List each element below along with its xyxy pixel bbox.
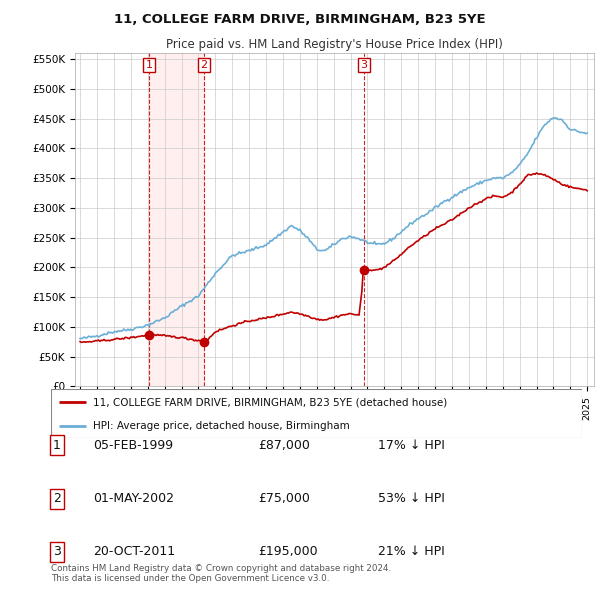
Text: £75,000: £75,000 — [258, 492, 310, 505]
Text: 20-OCT-2011: 20-OCT-2011 — [93, 545, 175, 558]
Text: £195,000: £195,000 — [258, 545, 317, 558]
Text: 17% ↓ HPI: 17% ↓ HPI — [378, 439, 445, 452]
Text: 11, COLLEGE FARM DRIVE, BIRMINGHAM, B23 5YE: 11, COLLEGE FARM DRIVE, BIRMINGHAM, B23 … — [114, 13, 486, 26]
Text: 2: 2 — [53, 492, 61, 505]
Text: 1: 1 — [53, 439, 61, 452]
Text: 3: 3 — [361, 60, 367, 70]
Text: HPI: Average price, detached house, Birmingham: HPI: Average price, detached house, Birm… — [94, 421, 350, 431]
Text: 2: 2 — [200, 60, 208, 70]
Text: £87,000: £87,000 — [258, 439, 310, 452]
Text: 05-FEB-1999: 05-FEB-1999 — [93, 439, 173, 452]
Text: 3: 3 — [53, 545, 61, 558]
FancyBboxPatch shape — [51, 389, 582, 438]
Text: 21% ↓ HPI: 21% ↓ HPI — [378, 545, 445, 558]
Text: 01-MAY-2002: 01-MAY-2002 — [93, 492, 174, 505]
Text: 53% ↓ HPI: 53% ↓ HPI — [378, 492, 445, 505]
Text: 1: 1 — [146, 60, 153, 70]
Bar — [149, 53, 204, 386]
Text: 11, COLLEGE FARM DRIVE, BIRMINGHAM, B23 5YE (detached house): 11, COLLEGE FARM DRIVE, BIRMINGHAM, B23 … — [94, 398, 448, 408]
Title: Price paid vs. HM Land Registry's House Price Index (HPI): Price paid vs. HM Land Registry's House … — [166, 38, 503, 51]
Text: Contains HM Land Registry data © Crown copyright and database right 2024.
This d: Contains HM Land Registry data © Crown c… — [51, 563, 391, 583]
